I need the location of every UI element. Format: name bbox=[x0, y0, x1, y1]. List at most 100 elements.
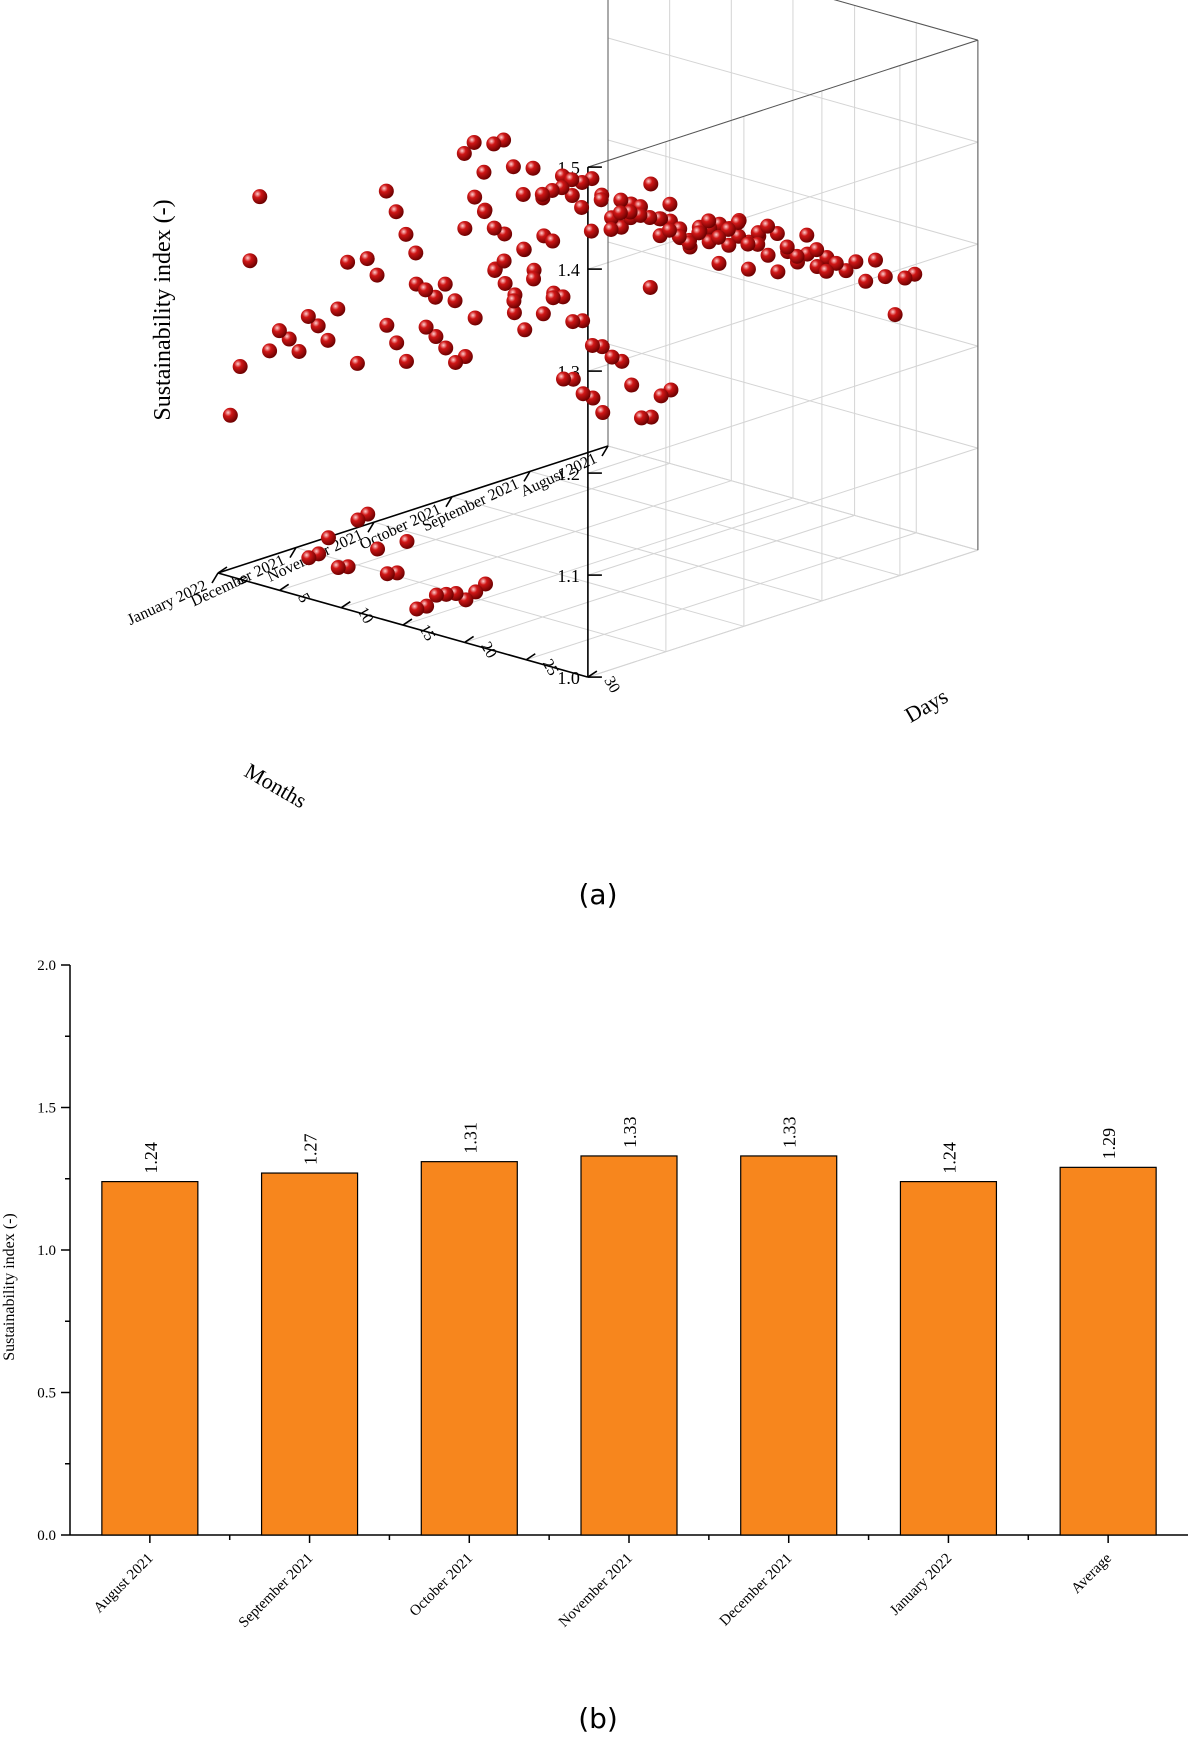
data-point bbox=[408, 245, 424, 261]
data-point bbox=[242, 253, 258, 269]
data-point bbox=[340, 254, 356, 270]
data-point bbox=[466, 134, 482, 150]
data-point bbox=[770, 264, 786, 280]
data-point bbox=[887, 307, 903, 323]
data-point bbox=[301, 550, 317, 566]
x-tick-label: August 2021 bbox=[91, 1551, 157, 1617]
data-point bbox=[320, 332, 336, 348]
frame-edge bbox=[587, 39, 979, 168]
tick-mark bbox=[367, 521, 375, 533]
grid-line bbox=[341, 480, 732, 609]
y-tick-label: 1.0 bbox=[557, 668, 580, 688]
data-point bbox=[535, 306, 551, 322]
data-point bbox=[370, 541, 386, 557]
bar-value-label: 1.33 bbox=[780, 1116, 800, 1148]
x-tick-label: October 2021 bbox=[407, 1551, 476, 1620]
caption-a: (a) bbox=[578, 878, 618, 911]
data-point bbox=[262, 343, 278, 359]
data-point bbox=[760, 218, 776, 234]
day-tick-label: 5 bbox=[294, 590, 313, 605]
grid-line bbox=[587, 243, 979, 372]
data-point bbox=[858, 273, 874, 289]
bar bbox=[260, 1172, 359, 1536]
tick-mark bbox=[445, 496, 453, 508]
grid-line bbox=[526, 532, 917, 661]
tick-mark bbox=[211, 572, 219, 584]
data-point bbox=[379, 317, 395, 333]
tick-mark bbox=[525, 653, 536, 661]
data-point bbox=[349, 355, 365, 371]
data-point bbox=[467, 310, 483, 326]
data-point bbox=[456, 145, 472, 161]
x-tick-label: September 2021 bbox=[236, 1551, 317, 1632]
data-point bbox=[613, 192, 629, 208]
data-point bbox=[740, 261, 756, 277]
data-point bbox=[516, 241, 532, 257]
days-axis-label: Days bbox=[900, 683, 952, 727]
data-point bbox=[428, 587, 444, 603]
month-axis bbox=[217, 445, 609, 574]
y-axis-label: Sustainability index (-) bbox=[1, 1213, 18, 1361]
y-axis-label: Sustainability index (-) bbox=[150, 199, 176, 420]
data-point bbox=[486, 220, 502, 236]
bar-value-label: 1.29 bbox=[1099, 1128, 1119, 1160]
data-point bbox=[517, 322, 533, 338]
day-tick-label: 30 bbox=[600, 674, 623, 696]
data-point bbox=[350, 512, 366, 528]
data-point bbox=[252, 189, 268, 205]
grid-line bbox=[587, 345, 979, 474]
bar bbox=[740, 1155, 838, 1536]
data-point bbox=[534, 186, 550, 202]
y-tick-label: 0.5 bbox=[37, 1386, 56, 1402]
data-point bbox=[583, 223, 599, 239]
data-point bbox=[476, 164, 492, 180]
data-point bbox=[624, 377, 640, 393]
panel-a-3d-scatter: 1.0 1.1 1.2 1.3 1.4 1.5 August 2021 September 2… bbox=[125, 0, 979, 813]
data-point bbox=[359, 251, 375, 267]
grid-line bbox=[587, 549, 979, 678]
chart-axes bbox=[211, 0, 979, 678]
x-tick-label: December 2021 bbox=[717, 1551, 796, 1630]
data-point bbox=[642, 279, 658, 295]
data-point bbox=[662, 196, 678, 212]
bar bbox=[1059, 1166, 1157, 1536]
data-point bbox=[633, 410, 649, 426]
grid-line bbox=[464, 514, 855, 643]
data-point bbox=[897, 270, 913, 286]
data-points bbox=[222, 132, 923, 617]
data-point bbox=[496, 253, 512, 269]
data-point bbox=[574, 199, 590, 215]
bar-value-label: 1.24 bbox=[141, 1142, 161, 1174]
data-point bbox=[437, 276, 453, 292]
data-point bbox=[877, 269, 893, 285]
caption-b: (b) bbox=[578, 1702, 618, 1735]
data-point bbox=[398, 353, 414, 369]
data-point bbox=[447, 293, 463, 309]
data-point bbox=[379, 566, 395, 582]
tick-mark bbox=[587, 670, 598, 678]
data-point bbox=[330, 560, 346, 576]
months-axis-label: Months bbox=[240, 758, 311, 813]
tick-mark bbox=[523, 470, 531, 482]
data-point bbox=[506, 293, 522, 309]
x-tick-label: January 2022 bbox=[887, 1551, 955, 1619]
y-tick-label: 2.0 bbox=[37, 958, 56, 974]
data-point bbox=[378, 183, 394, 199]
data-point bbox=[438, 340, 454, 356]
y-tick-label: 1.0 bbox=[37, 1243, 56, 1259]
grid-line bbox=[587, 141, 979, 270]
data-point bbox=[584, 337, 600, 353]
data-point bbox=[603, 221, 619, 237]
bars bbox=[101, 1155, 1157, 1536]
data-point bbox=[428, 329, 444, 345]
bar-value-label: 1.24 bbox=[939, 1142, 959, 1174]
frame-edge bbox=[833, 0, 979, 41]
data-point bbox=[232, 359, 248, 375]
data-point bbox=[848, 254, 864, 270]
bar-chart: 0.0 0.5 1.0 1.5 2.0 1.24 August 2021 1.27 Septem… bbox=[1, 958, 1188, 1632]
grid-line bbox=[587, 447, 979, 576]
data-point bbox=[564, 188, 580, 204]
data-point bbox=[701, 213, 717, 229]
data-point bbox=[310, 318, 326, 334]
